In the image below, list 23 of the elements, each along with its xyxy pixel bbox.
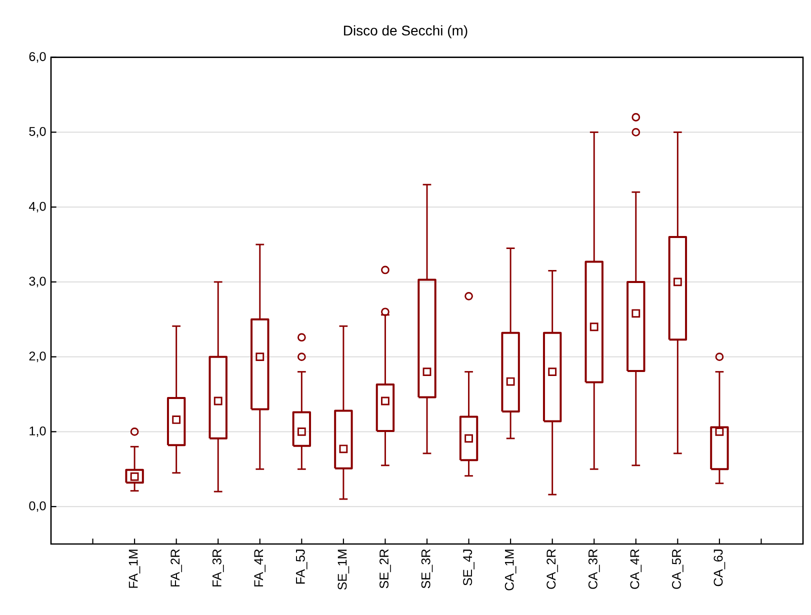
chart-title: Disco de Secchi (m)	[344, 25, 468, 38]
x-tick-label: FA_3R	[212, 549, 224, 586]
x-tick-label: CA_5R	[672, 549, 684, 589]
x-tick-label: FA_5J	[296, 550, 308, 584]
y-tick-label: 1,0	[30, 426, 46, 437]
x-tick-label: SE_1M	[338, 550, 350, 590]
x-tick-label: CA_4R	[630, 549, 642, 589]
x-tick-label: CA_2R	[546, 549, 558, 589]
x-tick-label: FA_4R	[254, 549, 266, 586]
y-tick-label: 4,0	[28, 202, 46, 212]
y-tick-label: 5,0	[29, 126, 46, 138]
x-tick-label: SE_2R	[380, 549, 391, 588]
x-tick-label: CA_1M	[504, 550, 516, 590]
y-tick-label: 6,0	[29, 52, 46, 63]
x-tick-label: FA_2R	[170, 549, 182, 586]
y-tick-label: 2,0	[29, 352, 46, 362]
x-tick-label: SE_4J	[463, 550, 474, 586]
x-tick-label: CA_6J	[714, 550, 726, 586]
y-tick-label: 0,0	[29, 501, 46, 512]
x-tick-label: CA_3R	[588, 549, 600, 589]
x-tick-label: FA_1M	[128, 550, 140, 588]
x-tick-label: SE_3R	[421, 549, 433, 588]
y-tick-label: 3,0	[29, 276, 46, 288]
